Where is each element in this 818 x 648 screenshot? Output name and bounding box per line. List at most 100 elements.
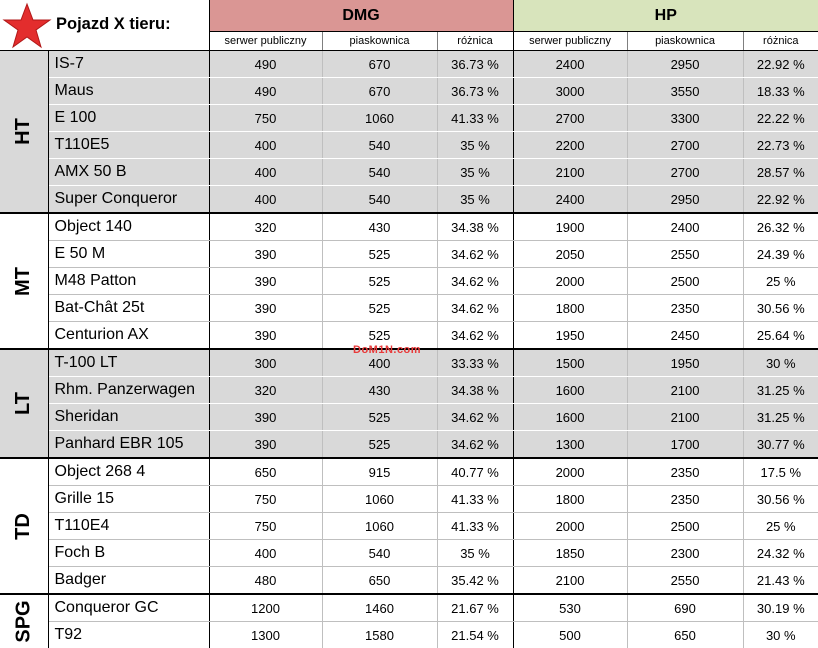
dmg-difference-cell: 35.42 % xyxy=(437,567,513,595)
hp-difference-cell: 30 % xyxy=(743,622,818,648)
vehicle-name: Rhm. Panzerwagen xyxy=(48,377,209,404)
dmg-difference-cell: 36.73 % xyxy=(437,51,513,78)
dmg-difference-cell: 34.62 % xyxy=(437,241,513,268)
hp-sandbox-cell: 2550 xyxy=(627,241,743,268)
hp-sandbox-cell: 3550 xyxy=(627,78,743,105)
dmg-public-cell: 320 xyxy=(209,377,322,404)
dmg-difference-cell: 34.62 % xyxy=(437,404,513,431)
dmg-public-cell: 490 xyxy=(209,78,322,105)
hp-sandbox-cell: 1700 xyxy=(627,431,743,459)
hp-difference-cell: 22.92 % xyxy=(743,186,818,214)
vehicle-name: Panhard EBR 105 xyxy=(48,431,209,459)
hp-sandbox-cell: 2950 xyxy=(627,51,743,78)
hp-sandbox-cell: 2700 xyxy=(627,159,743,186)
dmg-public-cell: 390 xyxy=(209,241,322,268)
hp-sandbox-cell: 690 xyxy=(627,594,743,622)
hp-difference-cell: 22.22 % xyxy=(743,105,818,132)
column-header: serwer publiczny xyxy=(513,32,627,51)
vehicle-name: E 100 xyxy=(48,105,209,132)
dmg-public-cell: 400 xyxy=(209,132,322,159)
dmg-public-cell: 1200 xyxy=(209,594,322,622)
dmg-sandbox-cell: 430 xyxy=(322,213,437,241)
hp-public-cell: 2000 xyxy=(513,513,627,540)
dmg-public-cell: 750 xyxy=(209,486,322,513)
hp-sandbox-cell: 2950 xyxy=(627,186,743,214)
dmg-sandbox-cell: 540 xyxy=(322,159,437,186)
vehicle-class-text: TD xyxy=(12,513,35,540)
dmg-public-cell: 300 xyxy=(209,349,322,377)
hp-public-cell: 2050 xyxy=(513,241,627,268)
vehicle-name: Centurion AX xyxy=(48,322,209,350)
hp-difference-cell: 28.57 % xyxy=(743,159,818,186)
hp-public-cell: 2100 xyxy=(513,567,627,595)
vehicle-class-text: LT xyxy=(12,392,35,415)
hp-difference-cell: 17.5 % xyxy=(743,458,818,486)
hp-difference-cell: 30.56 % xyxy=(743,486,818,513)
dmg-sandbox-cell: 525 xyxy=(322,431,437,459)
hp-sandbox-cell: 2100 xyxy=(627,377,743,404)
vehicle-class-label: LT xyxy=(0,349,48,458)
dmg-public-cell: 480 xyxy=(209,567,322,595)
hp-difference-cell: 18.33 % xyxy=(743,78,818,105)
vehicle-class-label: HT xyxy=(0,51,48,214)
hp-public-cell: 1850 xyxy=(513,540,627,567)
hp-public-cell: 1500 xyxy=(513,349,627,377)
vehicle-name: E 50 M xyxy=(48,241,209,268)
dmg-public-cell: 390 xyxy=(209,295,322,322)
page-title: Pojazd X tieru: xyxy=(56,15,171,34)
hp-public-cell: 1900 xyxy=(513,213,627,241)
vehicle-class-text: MT xyxy=(12,267,35,296)
dmg-public-cell: 400 xyxy=(209,186,322,214)
hp-difference-cell: 24.32 % xyxy=(743,540,818,567)
dmg-sandbox-cell: 670 xyxy=(322,78,437,105)
dmg-difference-cell: 40.77 % xyxy=(437,458,513,486)
hp-public-cell: 2100 xyxy=(513,159,627,186)
watermark: DoM1N.com xyxy=(353,344,421,356)
hp-public-cell: 1950 xyxy=(513,322,627,350)
vehicle-name: T110E4 xyxy=(48,513,209,540)
dmg-difference-cell: 21.54 % xyxy=(437,622,513,648)
hp-difference-cell: 21.43 % xyxy=(743,567,818,595)
vehicle-name: M48 Patton xyxy=(48,268,209,295)
dmg-difference-cell: 35 % xyxy=(437,540,513,567)
vehicle-class-label: MT xyxy=(0,213,48,349)
hp-public-cell: 1800 xyxy=(513,295,627,322)
hp-difference-cell: 25.64 % xyxy=(743,322,818,350)
dmg-difference-cell: 36.73 % xyxy=(437,78,513,105)
dmg-sandbox-cell: 1580 xyxy=(322,622,437,648)
dmg-sandbox-cell: 915 xyxy=(322,458,437,486)
hp-difference-cell: 30.77 % xyxy=(743,431,818,459)
hp-sandbox-cell: 2350 xyxy=(627,458,743,486)
column-header: różnica xyxy=(437,32,513,51)
hp-difference-cell: 31.25 % xyxy=(743,404,818,431)
hp-public-cell: 1600 xyxy=(513,404,627,431)
hp-sandbox-cell: 2300 xyxy=(627,540,743,567)
vehicle-class-label: TD xyxy=(0,458,48,594)
hp-public-cell: 2000 xyxy=(513,458,627,486)
dmg-sandbox-cell: 430 xyxy=(322,377,437,404)
dmg-difference-cell: 34.62 % xyxy=(437,431,513,459)
vehicle-name: T-100 LT xyxy=(48,349,209,377)
hp-difference-cell: 24.39 % xyxy=(743,241,818,268)
hp-difference-cell: 31.25 % xyxy=(743,377,818,404)
hp-difference-cell: 30 % xyxy=(743,349,818,377)
dmg-sandbox-cell: 525 xyxy=(322,268,437,295)
hp-public-cell: 2400 xyxy=(513,51,627,78)
hp-difference-cell: 22.92 % xyxy=(743,51,818,78)
hp-sandbox-cell: 2350 xyxy=(627,486,743,513)
hp-public-cell: 530 xyxy=(513,594,627,622)
dmg-difference-cell: 41.33 % xyxy=(437,105,513,132)
hp-difference-cell: 30.19 % xyxy=(743,594,818,622)
hp-public-cell: 500 xyxy=(513,622,627,648)
dmg-difference-cell: 34.38 % xyxy=(437,377,513,404)
dmg-public-cell: 400 xyxy=(209,540,322,567)
